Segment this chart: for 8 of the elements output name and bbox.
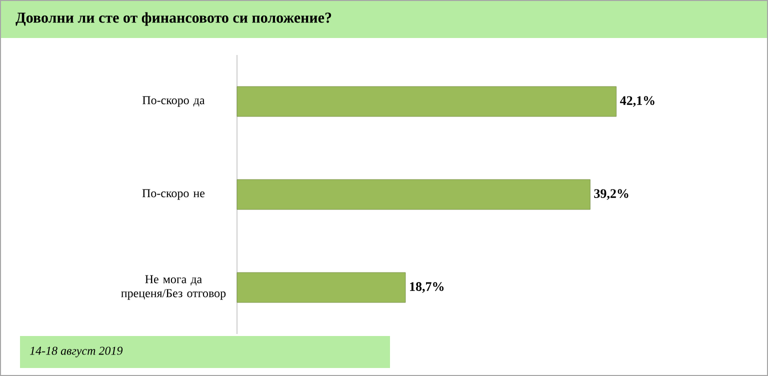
data-label: 39,2% (594, 189, 628, 200)
y-tick-label: Не мога да преценя/Без отговор (121, 275, 226, 300)
chart-title: Доволни ли сте от финансовото си положение? (16, 12, 332, 26)
data-label: 42,1% (620, 96, 654, 107)
y-tick-label: По-скоро да (142, 96, 205, 107)
data-label: 18,7% (410, 282, 444, 293)
y-tick-label: По-скоро не (142, 189, 205, 200)
text: 14-18 август 2019 (30, 346, 123, 358)
